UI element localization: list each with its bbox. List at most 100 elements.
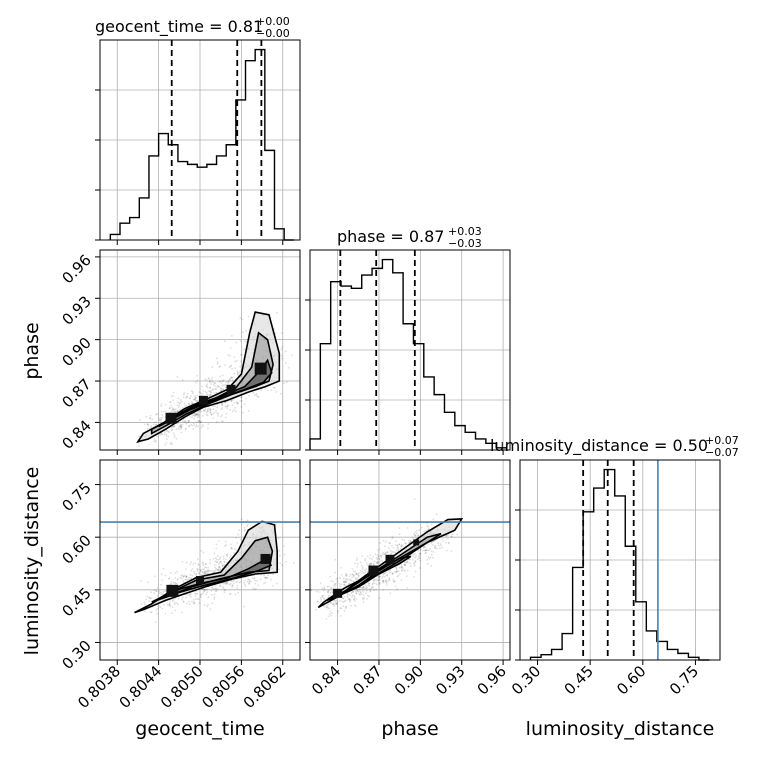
sample-point (343, 609, 346, 612)
sample-point (184, 428, 187, 431)
sample-point (235, 410, 237, 413)
sample-point (215, 357, 218, 360)
sample-point (434, 547, 437, 549)
sample-point (334, 585, 337, 588)
sample-point (211, 593, 214, 596)
sample-point (155, 413, 158, 416)
sample-point (231, 584, 234, 586)
sample-point (196, 558, 199, 560)
sample-point (354, 590, 357, 593)
sample-point (391, 544, 393, 547)
sample-point (160, 421, 163, 424)
sample-point (345, 573, 348, 575)
sample-point (199, 421, 202, 424)
sample-point (366, 571, 369, 573)
sample-point (381, 575, 384, 578)
sample-point (378, 583, 380, 586)
sample-point (259, 578, 262, 581)
sample-point (351, 573, 354, 576)
sample-point (200, 426, 203, 429)
sample-point (330, 580, 332, 582)
sample-point (182, 396, 185, 399)
sample-point (165, 433, 168, 435)
sample-point (353, 596, 356, 599)
sample-point (160, 433, 163, 436)
sample-point (376, 558, 379, 561)
sample-point (175, 437, 178, 440)
sample-point (327, 591, 330, 593)
sample-point (419, 559, 422, 562)
sample-point (423, 546, 426, 548)
sample-point (180, 431, 183, 434)
sample-point (221, 404, 224, 407)
sample-point (226, 407, 229, 409)
sample-point (415, 555, 417, 557)
sample-point (360, 593, 363, 596)
sample-point (342, 597, 344, 599)
sample-point (364, 584, 367, 587)
sample-point (226, 553, 229, 556)
sample-point (274, 386, 276, 389)
sample-point (427, 543, 430, 546)
sample-point (146, 423, 149, 426)
sample-point (214, 382, 217, 385)
sample-point (194, 598, 197, 601)
sample-point (196, 416, 199, 419)
sample-point (217, 385, 219, 387)
sample-point (239, 538, 242, 541)
sample-point (264, 581, 267, 584)
sample-point (413, 563, 416, 565)
sample-point (440, 544, 442, 546)
sample-point (158, 417, 161, 420)
sample-point (416, 558, 419, 561)
sample-point (233, 548, 236, 550)
sample-point (414, 556, 417, 559)
sample-point (173, 434, 176, 436)
sample-point (389, 571, 392, 574)
sample-point (392, 551, 395, 553)
sample-point (236, 402, 239, 405)
sample-point (353, 580, 355, 583)
sample-point (400, 564, 403, 566)
sample-point (187, 421, 190, 424)
sample-point (447, 541, 450, 544)
sample-point (382, 552, 385, 554)
sample-point (206, 385, 208, 388)
sample-point (404, 541, 407, 544)
sample-point (392, 572, 394, 574)
sample-point (342, 577, 345, 580)
sample-point (206, 605, 209, 608)
sample-point (173, 425, 176, 428)
sample-point (202, 568, 205, 571)
grid-y (520, 509, 720, 611)
sample-point (348, 583, 350, 585)
sample-point (348, 600, 351, 603)
sample-point (164, 403, 167, 406)
sample-point (231, 580, 234, 583)
sample-point (325, 606, 328, 609)
sample-point (383, 553, 386, 556)
sample-point (215, 557, 217, 559)
sample-point (188, 600, 190, 603)
sample-point (358, 593, 360, 595)
sample-point (243, 403, 246, 406)
sample-point (204, 572, 207, 575)
sample-point (184, 578, 187, 581)
sample-point (210, 391, 213, 393)
sample-point (179, 398, 182, 401)
sample-point (331, 591, 334, 594)
sample-point (375, 557, 378, 559)
sample-point (196, 592, 199, 595)
sample-point (222, 587, 225, 589)
sample-point (234, 360, 236, 363)
sample-point (434, 539, 436, 542)
sample-point (418, 553, 421, 555)
sample-point (164, 410, 167, 413)
sample-point (153, 438, 156, 440)
sample-point (219, 387, 222, 389)
sample-point (159, 419, 162, 421)
sample-point (209, 570, 212, 572)
sample-point (195, 400, 198, 402)
sample-point (350, 592, 353, 594)
sample-point (331, 612, 333, 614)
